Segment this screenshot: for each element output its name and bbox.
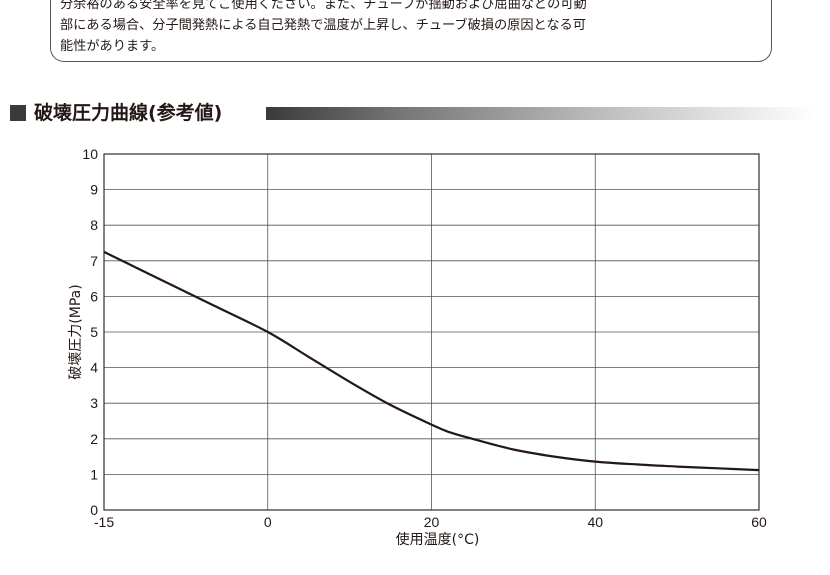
series-line (103, 250, 760, 472)
y-tick-label: 4 (90, 360, 98, 376)
x-axis-label: 使用温度(°C) (396, 531, 480, 548)
y-axis-label: 破壊圧力(MPa) (68, 284, 84, 379)
y-tick-label: 0 (90, 502, 98, 518)
y-tick-label: 8 (90, 217, 98, 233)
x-tick-label: 0 (264, 514, 272, 530)
section-header: 破壊圧力曲線(参考値) (10, 100, 815, 126)
x-tick-label: 20 (424, 514, 440, 530)
y-tick-label: 1 (90, 466, 98, 482)
section-square-icon (10, 105, 26, 121)
note-text: 分余裕のある安全率を見てご使用ください。また、チューブが揺動および屈曲などの可動… (60, 0, 587, 54)
section-gradient-bar (266, 107, 815, 120)
y-tick-label: 3 (90, 395, 98, 411)
y-tick-label: 2 (90, 431, 98, 447)
x-tick-label: 40 (587, 514, 603, 530)
x-tick-label: -15 (94, 514, 114, 530)
x-tick-label: 60 (751, 514, 767, 530)
y-tick-label: 9 (90, 182, 98, 198)
plot-frame (103, 153, 760, 511)
section-title: 破壊圧力曲線(参考値) (34, 102, 223, 124)
note-box (50, 0, 772, 62)
y-tick-label: 7 (90, 253, 98, 269)
y-tick-label: 5 (90, 324, 98, 340)
y-tick-label: 6 (90, 288, 98, 304)
y-tick-label: 10 (82, 146, 98, 162)
